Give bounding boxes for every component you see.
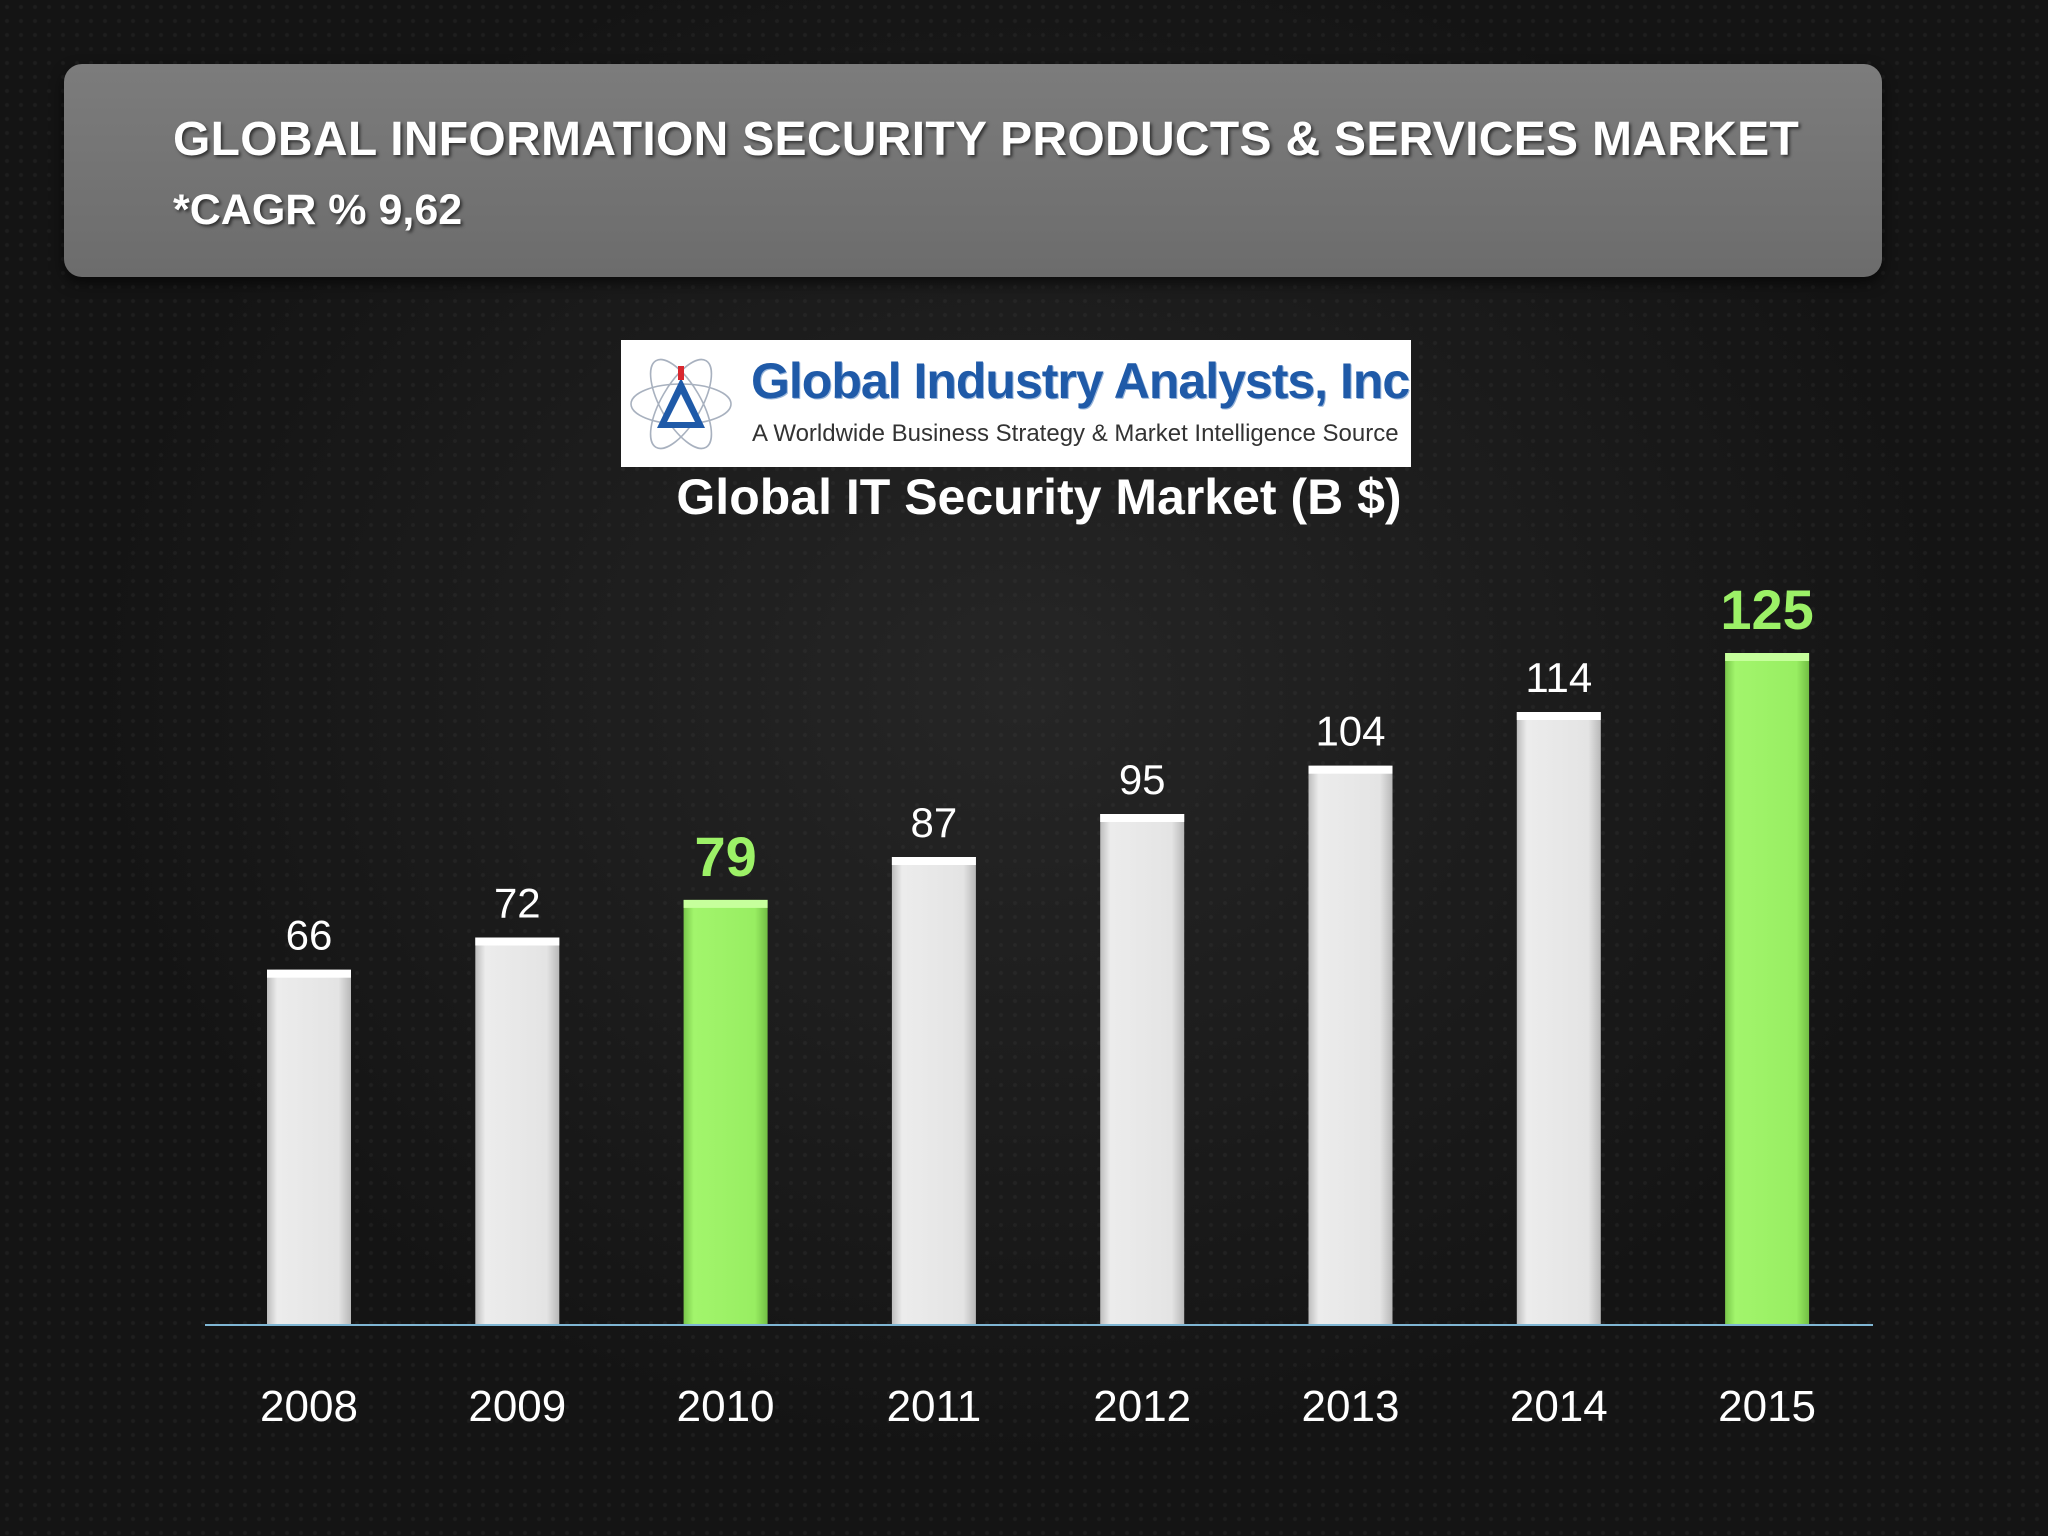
x-tick-label-2010: 2010 (677, 1382, 775, 1431)
publisher-logo: Global Industry Analysts, Inc. A Worldwi… (621, 340, 1411, 467)
x-tick-label-2008: 2008 (260, 1382, 358, 1431)
bar-cap-2014 (1516, 712, 1601, 720)
bar-cap-2012 (1100, 814, 1185, 822)
bar-cap-2010 (683, 899, 768, 908)
data-label-2011: 87 (911, 799, 958, 846)
logo-tagline: A Worldwide Business Strategy & Market I… (752, 420, 1399, 447)
x-tick-label-2013: 2013 (1302, 1382, 1400, 1431)
data-label-2014: 114 (1525, 654, 1592, 701)
data-label-2012: 95 (1119, 756, 1166, 803)
bar-2012 (1100, 814, 1185, 1324)
x-tick-label-2009: 2009 (468, 1382, 566, 1431)
data-label-2008: 66 (286, 912, 333, 959)
bar-2008 (267, 969, 351, 1324)
chart-title: Global IT Security Market (B $) (676, 469, 1402, 525)
title-panel: GLOBAL INFORMATION SECURITY PRODUCTS & S… (64, 64, 1882, 277)
data-label-2015: 125 (1720, 578, 1813, 641)
bar-cap-2008 (267, 969, 351, 978)
bar-2010 (683, 899, 768, 1324)
bar-2014 (1516, 712, 1601, 1324)
x-tick-label-2012: 2012 (1093, 1382, 1191, 1431)
bar-cap-2013 (1308, 765, 1393, 774)
bar-2013 (1308, 765, 1393, 1324)
bar-cap-2011 (891, 857, 976, 865)
bar-2009 (475, 937, 560, 1324)
logo-company-name: Global Industry Analysts, Inc. (751, 353, 1411, 409)
page-title: GLOBAL INFORMATION SECURITY PRODUCTS & S… (173, 113, 1800, 166)
data-label-2013: 104 (1315, 708, 1385, 755)
bar-2011 (891, 857, 976, 1324)
logo-emblem-icon (630, 358, 732, 450)
data-label-2009: 72 (494, 880, 541, 927)
bar-cap-2015 (1725, 653, 1810, 661)
x-tick-label-2014: 2014 (1510, 1382, 1608, 1431)
x-tick-label-2011: 2011 (887, 1382, 982, 1431)
bar-2015 (1725, 653, 1810, 1324)
cagr-subtitle: *CAGR % 9,62 (173, 186, 463, 234)
data-label-2010: 79 (694, 825, 756, 888)
bar-cap-2009 (475, 937, 560, 946)
x-tick-label-2015: 2015 (1718, 1382, 1816, 1431)
